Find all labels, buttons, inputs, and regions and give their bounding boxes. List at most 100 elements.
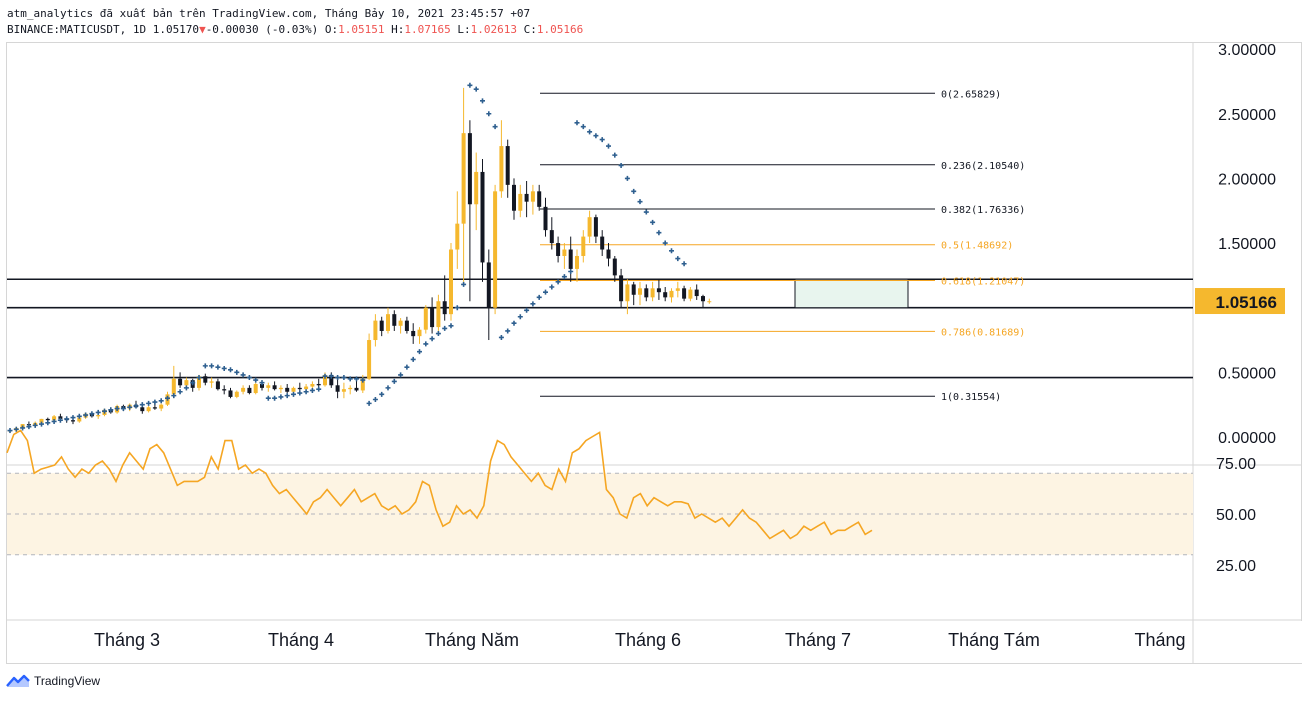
candle-body[interactable]: [184, 380, 189, 386]
candle-body[interactable]: [329, 374, 334, 386]
candle-body[interactable]: [152, 407, 157, 409]
candle-body[interactable]: [486, 262, 491, 308]
candle-body[interactable]: [612, 258, 617, 276]
candle-body[interactable]: [568, 249, 573, 269]
candle-body[interactable]: [203, 376, 208, 383]
tradingview-branding[interactable]: TradingView: [6, 674, 100, 688]
candle-body[interactable]: [442, 301, 447, 315]
chart-canvas[interactable]: 0(2.65829) 0.236(2.10540) 0.382(1.76336) 0.…: [0, 0, 1308, 670]
candle-body[interactable]: [260, 383, 264, 388]
candle-body[interactable]: [656, 288, 661, 293]
candle-body[interactable]: [360, 378, 365, 391]
candle-body[interactable]: [638, 288, 642, 295]
candle-body[interactable]: [669, 290, 674, 298]
candle-body[interactable]: [209, 381, 214, 383]
candle-body[interactable]: [430, 307, 435, 328]
candle-body[interactable]: [417, 329, 422, 337]
candle-body[interactable]: [398, 320, 403, 326]
candle-body[interactable]: [379, 320, 384, 331]
candle-body[interactable]: [291, 387, 296, 392]
candle-body[interactable]: [178, 378, 183, 386]
candle-body[interactable]: [474, 171, 479, 205]
candle-body[interactable]: [310, 383, 315, 387]
candle-body[interactable]: [675, 288, 680, 291]
candle-body[interactable]: [404, 320, 409, 331]
candle-body[interactable]: [556, 243, 561, 256]
candle-body[interactable]: [52, 416, 57, 421]
candle-body[interactable]: [348, 387, 353, 390]
candle-body[interactable]: [222, 389, 227, 391]
candle-body[interactable]: [297, 387, 302, 390]
candle-body[interactable]: [524, 193, 529, 202]
candle-body[interactable]: [455, 223, 460, 250]
candle-body[interactable]: [499, 146, 504, 192]
candle-body[interactable]: [71, 420, 75, 422]
candle-body[interactable]: [253, 383, 258, 394]
candle-body[interactable]: [323, 374, 327, 386]
candle-body[interactable]: [600, 236, 605, 250]
candle-body[interactable]: [707, 301, 712, 303]
candle-body[interactable]: [392, 314, 397, 326]
candle-body[interactable]: [688, 289, 693, 299]
candle-body[interactable]: [234, 391, 239, 397]
candle-body[interactable]: [272, 385, 277, 390]
candle-body[interactable]: [316, 383, 321, 386]
candle-body[interactable]: [575, 255, 579, 269]
candle-body[interactable]: [335, 385, 340, 392]
candle-body[interactable]: [96, 415, 101, 417]
candle-body[interactable]: [518, 193, 523, 211]
candle-body[interactable]: [228, 390, 233, 397]
candle-body[interactable]: [436, 301, 441, 328]
candle-body[interactable]: [45, 418, 50, 421]
candle-body[interactable]: [537, 191, 542, 207]
candle-body[interactable]: [171, 378, 176, 395]
candle-body[interactable]: [241, 387, 246, 392]
candle-body[interactable]: [367, 340, 372, 379]
candle-body[interactable]: [562, 249, 567, 256]
candle-body[interactable]: [39, 418, 44, 423]
candle-body[interactable]: [461, 133, 466, 224]
candle-body[interactable]: [593, 217, 598, 237]
candle-body[interactable]: [373, 320, 378, 341]
candle-body[interactable]: [449, 249, 453, 315]
candle-body[interactable]: [625, 284, 630, 302]
candle-body[interactable]: [701, 296, 705, 302]
candle-body[interactable]: [512, 184, 516, 211]
candle-body[interactable]: [505, 146, 510, 185]
candle-body[interactable]: [423, 307, 428, 330]
candle-body[interactable]: [266, 385, 271, 388]
candle-body[interactable]: [663, 292, 668, 298]
candle-body[interactable]: [215, 381, 220, 390]
candle-body[interactable]: [140, 407, 145, 412]
candle-body[interactable]: [606, 249, 611, 259]
candle-body[interactable]: [278, 387, 283, 390]
candle-body[interactable]: [480, 171, 485, 263]
candle-body[interactable]: [341, 389, 346, 392]
candle-body[interactable]: [543, 206, 548, 231]
candle-body[interactable]: [304, 386, 309, 390]
candle-body[interactable]: [247, 387, 252, 394]
candle-body[interactable]: [386, 314, 390, 331]
candle-body[interactable]: [530, 191, 535, 202]
candle-body[interactable]: [159, 404, 164, 409]
candle-body[interactable]: [285, 387, 290, 392]
candle-body[interactable]: [411, 330, 416, 337]
candle-body[interactable]: [493, 191, 498, 308]
candle-body[interactable]: [682, 288, 687, 299]
candle-body[interactable]: [549, 230, 554, 244]
candle-body[interactable]: [631, 284, 636, 295]
candle-body[interactable]: [619, 275, 624, 302]
candle-body[interactable]: [77, 417, 82, 422]
candle-body[interactable]: [650, 288, 655, 298]
candle-body[interactable]: [58, 416, 63, 419]
range-box[interactable]: [794, 278, 909, 309]
candle-body[interactable]: [467, 133, 472, 205]
rsi-line[interactable]: [6, 429, 873, 540]
chart-frame[interactable]: [6, 42, 1302, 664]
candle-body[interactable]: [587, 217, 592, 237]
candle-body[interactable]: [581, 236, 586, 256]
candle-body[interactable]: [146, 407, 151, 412]
candle-body[interactable]: [644, 288, 649, 298]
candle-body[interactable]: [694, 289, 699, 297]
candle-body[interactable]: [197, 376, 201, 388]
